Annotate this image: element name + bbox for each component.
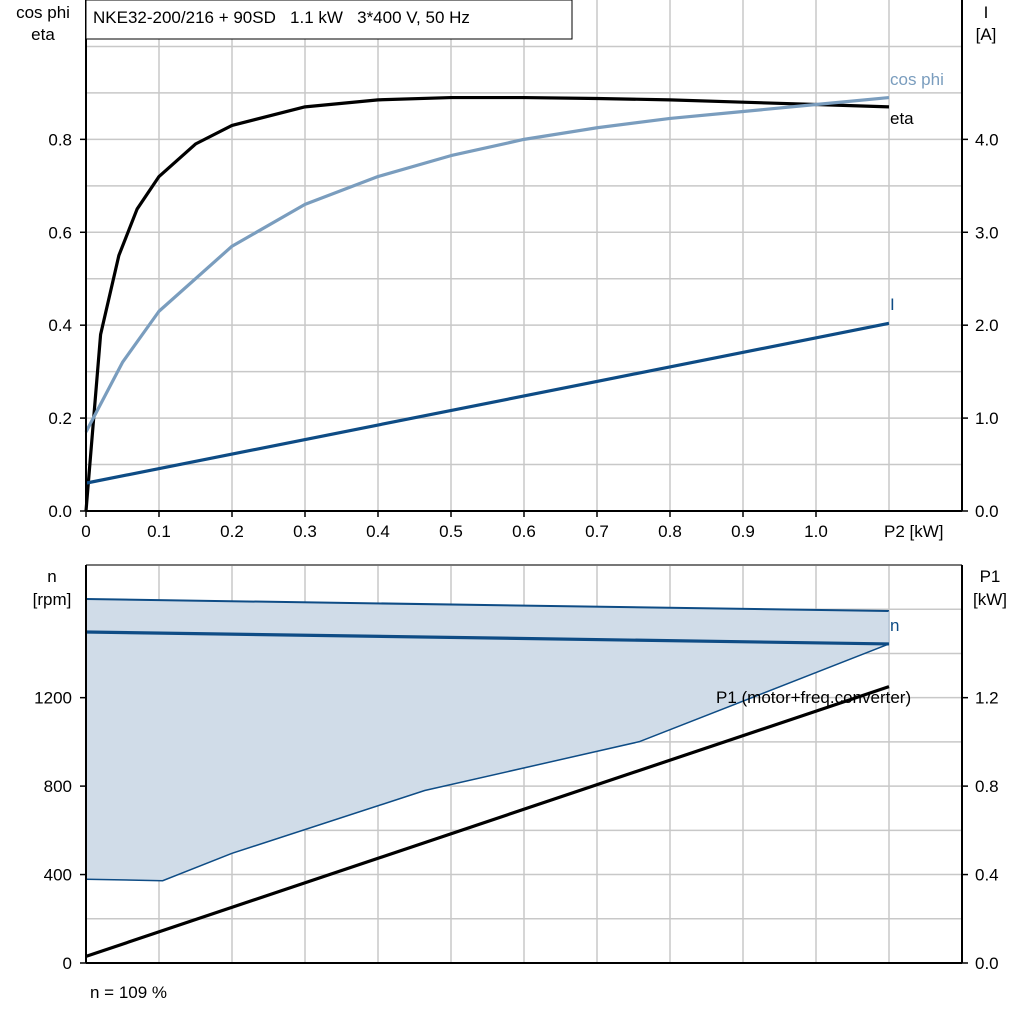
top-grid	[86, 0, 962, 511]
y-tick-label-right: 2.0	[975, 316, 999, 335]
x-axis-label: P2 [kW]	[884, 522, 944, 541]
series-label-p1: P1 (motor+freq.converter)	[716, 688, 911, 707]
y-tick-label-right: 0.8	[975, 777, 999, 796]
x-tick-label: 0.7	[585, 522, 609, 541]
x-tick-label: 0.5	[439, 522, 463, 541]
band-area	[86, 599, 889, 881]
top-right-axis-label-2: [A]	[976, 25, 997, 44]
bottom-right-axis-label-1: P1	[980, 567, 1001, 586]
y-tick-label-right: 0.0	[975, 954, 999, 973]
x-tick-label: 1.0	[804, 522, 828, 541]
title-box	[85, 0, 573, 40]
speed-range-band	[85, 598, 890, 882]
top-right-axis-label-1: I	[984, 3, 989, 22]
y-tick-label-left: 400	[44, 866, 72, 885]
x-tick-label: 0.2	[220, 522, 244, 541]
y-tick-label-right: 0.4	[975, 866, 999, 885]
bottom-left-axis-label-2: [rpm]	[33, 590, 72, 609]
series-label-eta: eta	[890, 109, 914, 128]
series-label-n: n	[890, 616, 899, 635]
bottom-left-axis-label-1: n	[47, 567, 56, 586]
x-tick-label: 0	[81, 522, 90, 541]
bottom-right-axis-label-2: [kW]	[973, 590, 1007, 609]
y-tick-label-left: 1200	[34, 689, 72, 708]
axes: 0 0.1 0.2 0.3 0.4 0.5 0.6 0.7 0.8 0.9 1.0 0.0 0.2 0.4…	[34, 0, 999, 973]
y-tick-label-right: 1.2	[975, 689, 999, 708]
series-label-cos-phi: cos phi	[890, 70, 944, 89]
x-tick-label: 0.4	[366, 522, 390, 541]
x-tick-label: 0.6	[512, 522, 536, 541]
series-i	[85, 321, 890, 485]
chart-title: NKE32-200/216 + 90SD 1.1 kW 3*400 V, 50 …	[93, 8, 470, 27]
y-tick-label-right: 1.0	[975, 409, 999, 428]
series-p1	[85, 685, 890, 958]
top-left-axis-label-2: eta	[31, 25, 55, 44]
band-lower-line	[85, 643, 890, 882]
y-tick-label-left: 0.8	[48, 130, 72, 149]
series-lines	[84, 95, 890, 958]
top-left-axis-label-1: cos phi	[16, 3, 70, 22]
series-eta	[84, 95, 890, 512]
series-label-i: I	[890, 295, 895, 314]
y-tick-label-left: 0	[63, 954, 72, 973]
band-upper-line	[85, 598, 890, 612]
x-tick-label: 0.8	[658, 522, 682, 541]
y-tick-label-right: 0.0	[975, 502, 999, 521]
series-n	[85, 630, 890, 646]
footnote: n = 109 %	[90, 983, 167, 1002]
x-tick-label: 0.9	[731, 522, 755, 541]
x-tick-label: 0.1	[147, 522, 171, 541]
y-tick-label-left: 0.6	[48, 223, 72, 242]
series-cos-phi	[84, 95, 890, 433]
y-tick-label-right: 3.0	[975, 223, 999, 242]
y-tick-label-left: 800	[44, 777, 72, 796]
y-tick-label-left: 0.4	[48, 316, 72, 335]
y-tick-label-left: 0.2	[48, 409, 72, 428]
y-tick-label-right: 4.0	[975, 130, 999, 149]
y-tick-label-left: 0.0	[48, 502, 72, 521]
x-tick-label: 0.3	[293, 522, 317, 541]
